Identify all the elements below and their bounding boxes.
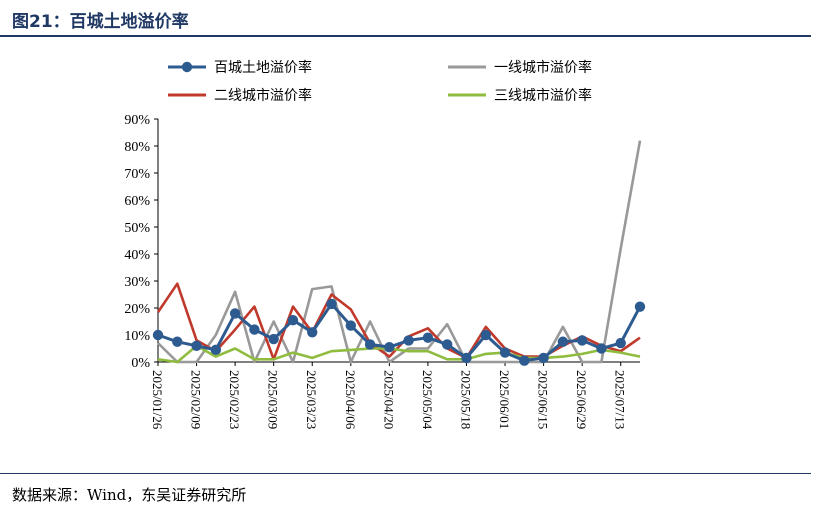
x-tick-label: 2025/03/09: [266, 370, 281, 429]
legend-label: 二线城市溢价率: [214, 87, 312, 104]
data-point: [615, 337, 626, 349]
data-point: [403, 335, 414, 346]
data-point: [480, 329, 491, 341]
legend-item: 百城土地溢价率: [168, 59, 312, 76]
x-tick-label: 2025/06/15: [536, 370, 551, 429]
legend-label: 三线城市溢价率: [494, 87, 592, 104]
series-2: [156, 282, 641, 361]
y-axis: 0% 10% 20% 30% 40% 50% 60% 70% 80% 90%: [124, 113, 159, 371]
y-tick-label: 80%: [124, 140, 150, 155]
data-point: [268, 333, 279, 345]
legend-label: 百城土地溢价率: [214, 59, 312, 76]
series-0: [152, 298, 646, 366]
series-line: [156, 282, 641, 361]
title-rule: [0, 35, 811, 37]
y-tick-label: 70%: [124, 167, 150, 182]
legend-label: 一线城市溢价率: [494, 59, 592, 76]
data-point: [576, 335, 588, 346]
legend-item: 三线城市溢价率: [448, 87, 592, 104]
x-tick-label: 2025/03/23: [304, 370, 319, 429]
data-point: [461, 352, 472, 364]
data-point: [249, 324, 260, 335]
x-axis: 2025/01/26 2025/02/09 2025/02/23 2025/03/09…: [150, 361, 640, 430]
data-point: [538, 352, 549, 364]
series-lines: [152, 140, 646, 366]
data-point: [442, 339, 453, 350]
data-point: [499, 347, 511, 358]
data-point: [191, 340, 202, 351]
x-tick-label: 2025/05/18: [458, 370, 473, 429]
legend-item: 二线城市溢价率: [168, 87, 312, 104]
series-1: [157, 140, 642, 364]
data-point: [326, 298, 337, 310]
y-tick-label: 50%: [124, 221, 150, 236]
data-point: [519, 355, 530, 366]
y-tick-label: 90%: [124, 113, 150, 128]
series-3: [157, 344, 641, 364]
legend-marker: [181, 61, 193, 73]
data-point: [596, 343, 607, 354]
data-point: [307, 327, 318, 338]
data-point: [634, 301, 646, 312]
data-point: [152, 329, 164, 341]
series-line: [157, 344, 641, 364]
data-point: [345, 320, 356, 331]
x-tick-label: 2025/05/04: [420, 370, 435, 430]
y-tick-label: 20%: [124, 302, 150, 317]
series-line: [157, 140, 642, 364]
x-tick-label: 2025/01/26: [150, 370, 165, 430]
source-note: 数据来源：Wind，东吴证券研究所: [12, 486, 247, 504]
data-point: [384, 341, 395, 353]
y-tick-label: 30%: [124, 275, 150, 290]
x-tick-label: 2025/04/20: [381, 370, 396, 429]
x-tick-label: 2025/02/09: [189, 370, 204, 429]
x-tick-label: 2025/07/13: [613, 370, 628, 429]
y-tick-label: 10%: [124, 329, 150, 344]
data-point: [172, 336, 183, 347]
x-tick-label: 2025/06/29: [574, 370, 589, 429]
data-point: [229, 308, 241, 319]
data-point: [422, 332, 434, 343]
legend-item: 一线城市溢价率: [448, 59, 592, 76]
data-point: [210, 344, 222, 356]
source-rule: [0, 473, 811, 474]
y-tick-label: 60%: [124, 194, 150, 209]
y-tick-label: 0%: [131, 356, 150, 371]
x-tick-label: 2025/02/23: [227, 370, 242, 429]
figure-title: 图21：百城土地溢价率: [12, 12, 189, 32]
data-point: [287, 314, 299, 326]
y-tick-label: 40%: [124, 248, 150, 263]
data-point: [557, 336, 569, 347]
data-point: [364, 339, 376, 350]
x-tick-label: 2025/06/01: [497, 370, 512, 429]
x-tick-label: 2025/04/06: [343, 370, 358, 430]
